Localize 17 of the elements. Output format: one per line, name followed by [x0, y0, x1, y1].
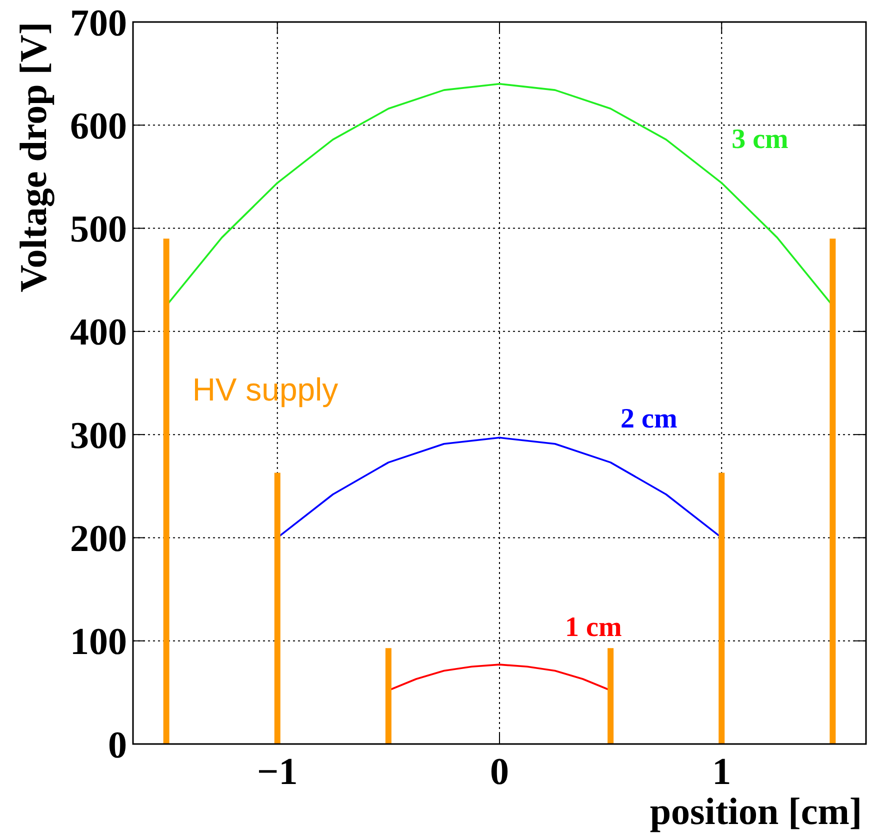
y-tick-label: 500	[70, 208, 127, 251]
y-axis-title: Voltage drop [V]	[13, 22, 55, 292]
series-label: 1 cm	[565, 612, 622, 643]
y-tick-label: 0	[108, 724, 127, 766]
y-tick-label: 300	[70, 414, 127, 457]
series-label: 2 cm	[620, 403, 678, 434]
x-axis-title: position [cm]	[650, 791, 862, 833]
y-tick-label: 700	[70, 2, 127, 44]
series-label: HV supply	[192, 371, 338, 408]
x-tick-label: −1	[257, 751, 298, 793]
y-tick-label: 600	[70, 105, 127, 148]
y-tick-label: 400	[70, 312, 127, 354]
y-tick-label: 200	[70, 518, 127, 560]
y-tick-label: 100	[70, 621, 127, 664]
x-tick-label: 1	[712, 751, 732, 793]
x-tick-label: 0	[490, 751, 509, 793]
series-label: 3 cm	[732, 124, 788, 155]
